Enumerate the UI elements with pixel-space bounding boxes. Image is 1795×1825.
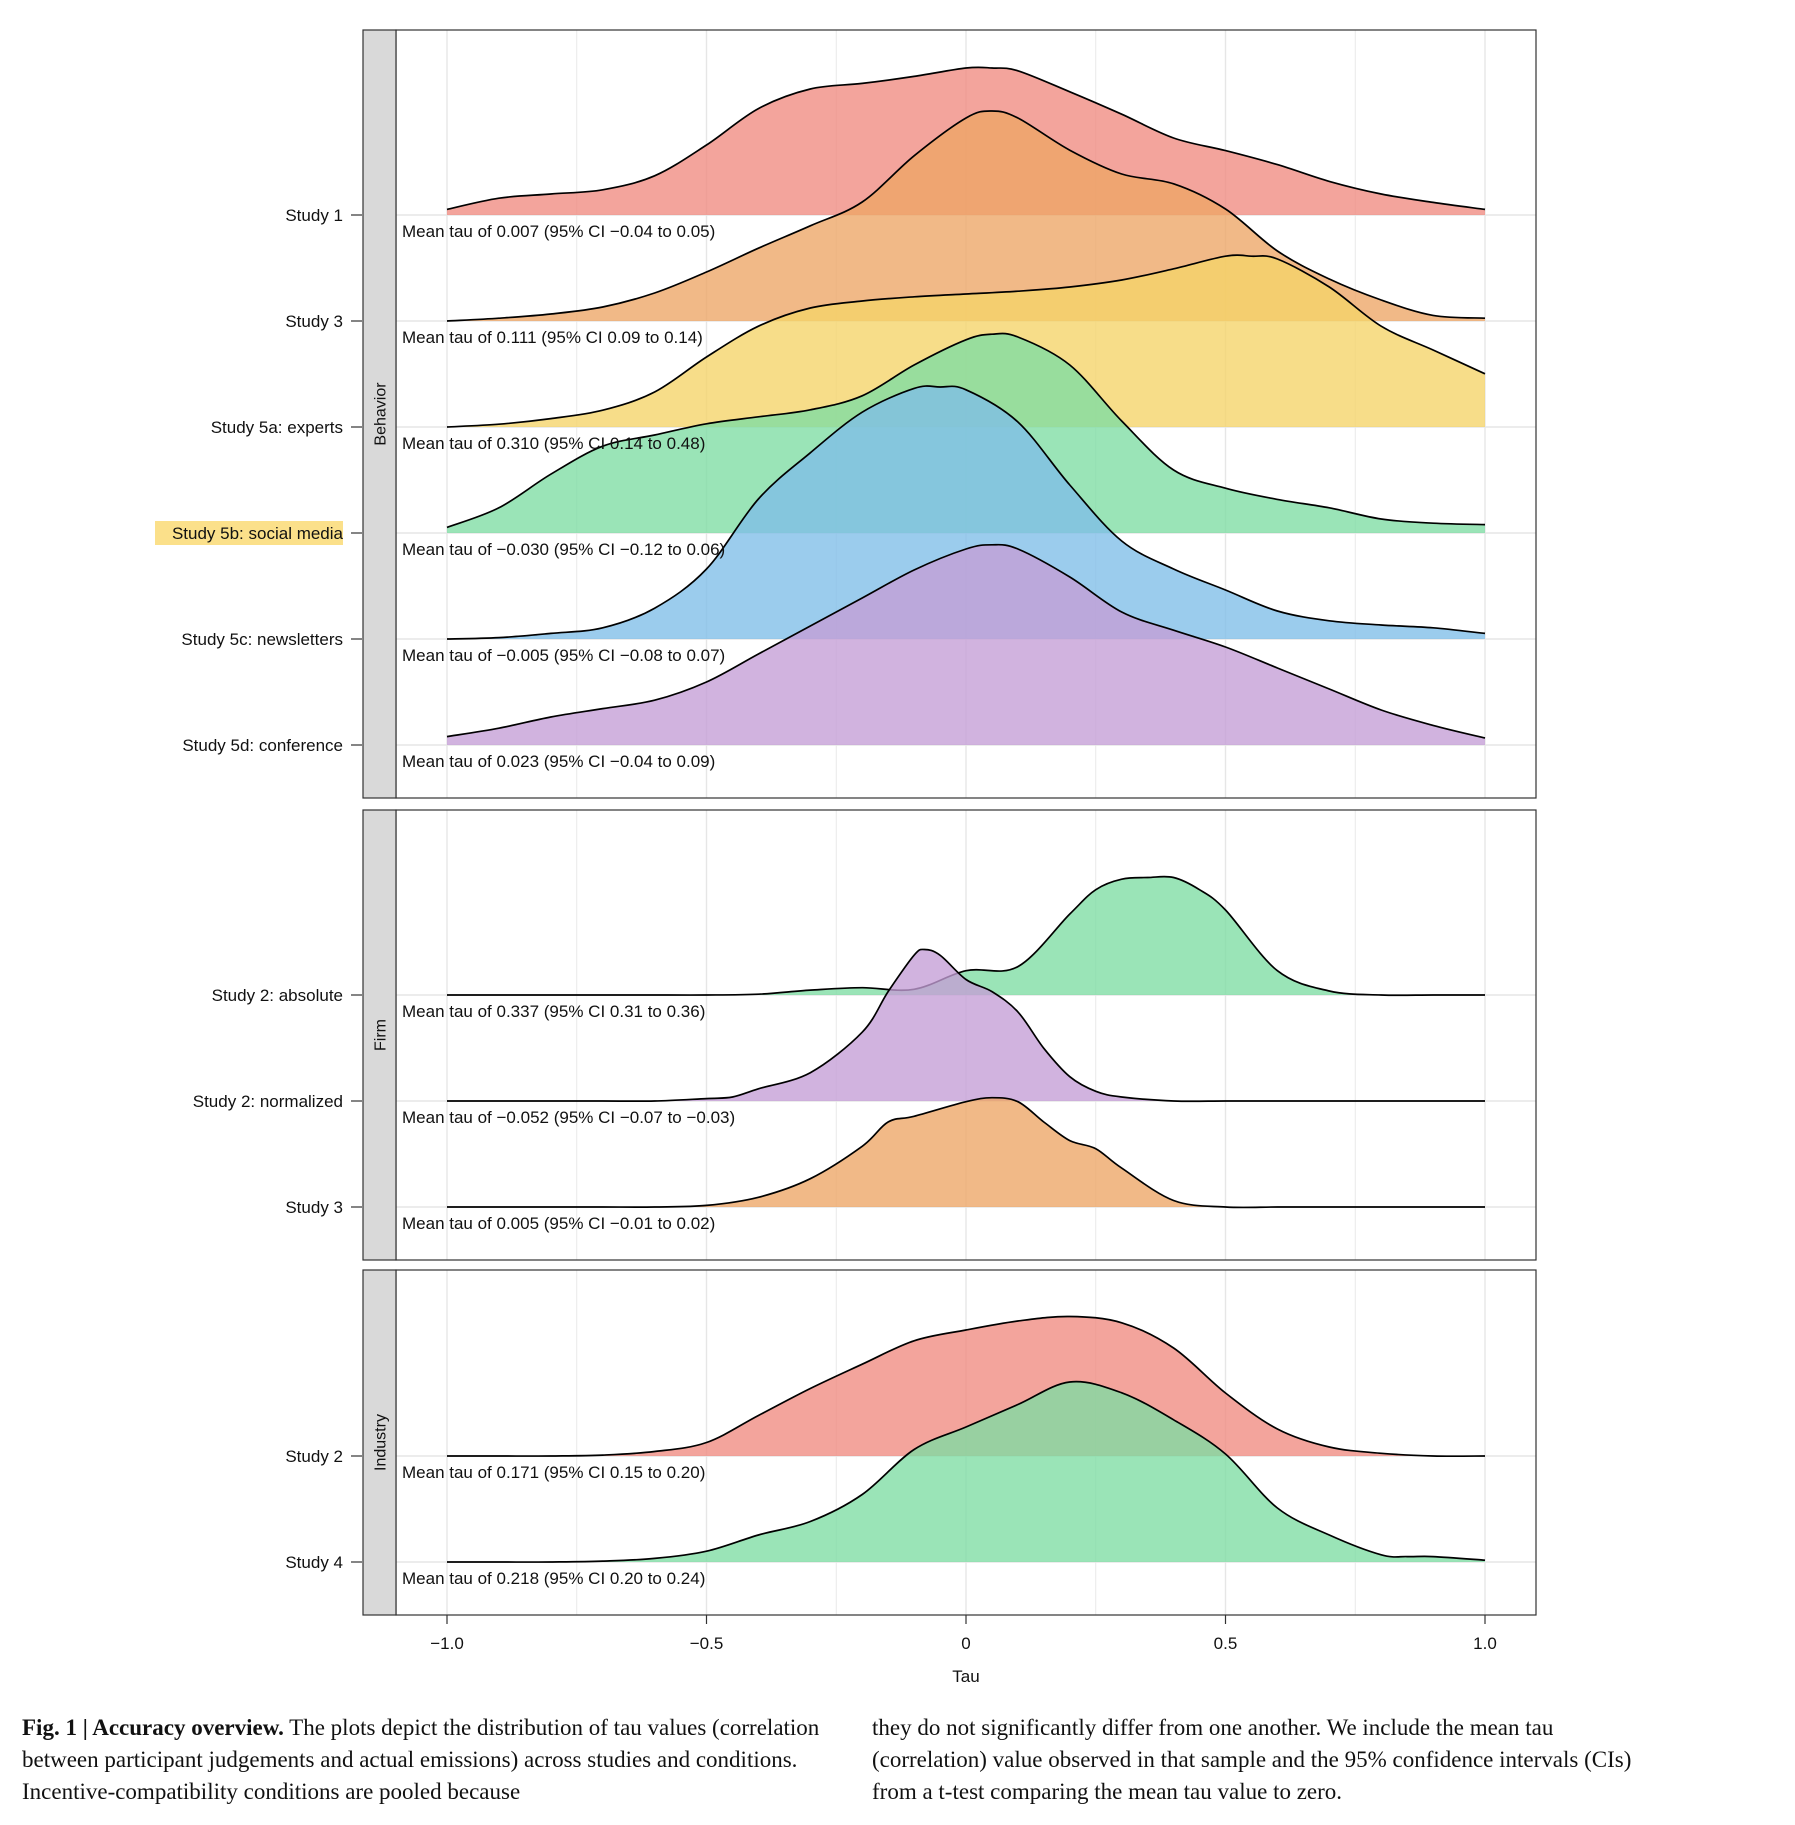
y-axis-label: Study 2 (285, 1447, 343, 1466)
density-line-study-2-normalized (447, 948, 1485, 1103)
density-fill-study-4 (447, 1381, 1485, 1563)
y-axis-label: Study 1 (285, 206, 343, 225)
ridgeline-chart: Mean tau of 0.007 (95% CI −0.04 to 0.05)… (155, 29, 1537, 1686)
y-axis-label: Study 3 (285, 312, 343, 331)
y-axis-label: Study 5c: newsletters (181, 630, 343, 649)
facet-strip (362, 809, 397, 1261)
mean-tau-annotation: Mean tau of 0.023 (95% CI −0.04 to 0.09) (402, 752, 715, 771)
density-line-study-5c-newsletters (446, 385, 1486, 640)
density-line-study-1 (446, 66, 1486, 211)
density-line-study-3 (447, 1096, 1485, 1209)
density-fill-study-2-absolute (447, 876, 1485, 996)
density-fill-study-2 (447, 1316, 1485, 1457)
facet-strip (362, 1269, 397, 1616)
y-axis-label: Study 3 (285, 1198, 343, 1217)
density-fill-study-3 (447, 1097, 1485, 1208)
x-axis-tick-label: 0.5 (1214, 1634, 1238, 1653)
mean-tau-annotation: Mean tau of −0.052 (95% CI −0.07 to −0.0… (402, 1108, 735, 1127)
panel-firm: Mean tau of 0.337 (95% CI 0.31 to 0.36) M… (193, 809, 1537, 1261)
mean-tau-annotation: Mean tau of 0.007 (95% CI −0.04 to 0.05) (402, 222, 715, 241)
x-axis-tick-label: −0.5 (690, 1634, 724, 1653)
y-axis-label: Study 5d: conference (182, 736, 343, 755)
panel-behavior: Mean tau of 0.007 (95% CI −0.04 to 0.05)… (155, 29, 1537, 799)
density-line-study-5d-conference (446, 543, 1486, 739)
density-fill-study-5d-conference (447, 544, 1485, 745)
mean-tau-annotation: Mean tau of 0.171 (95% CI 0.15 to 0.20) (402, 1463, 705, 1482)
density-line-study-2 (447, 1315, 1486, 1458)
density-line-study-4 (447, 1380, 1486, 1563)
density-fill-study-5c-newsletters (447, 386, 1485, 639)
mean-tau-annotation: Mean tau of −0.005 (95% CI −0.08 to 0.07… (402, 646, 725, 665)
facet-strip-label: Industry (373, 1414, 390, 1471)
y-axis-label: Study 5b: social media (172, 524, 344, 543)
figure-caption-left: Fig. 1 | Accuracy overview. The plots de… (22, 1712, 822, 1808)
facet-strip-label: Firm (373, 1019, 390, 1051)
caption-label: Fig. 1 | Accuracy overview. (22, 1715, 284, 1740)
y-axis-label: Study 2: normalized (193, 1092, 343, 1111)
density-line-study-5a-experts (446, 254, 1486, 428)
x-axis-tick-label: 0 (961, 1634, 970, 1653)
mean-tau-annotation: Mean tau of 0.310 (95% CI 0.14 to 0.48) (402, 434, 705, 453)
mean-tau-annotation: Mean tau of −0.030 (95% CI −0.12 to 0.06… (402, 540, 725, 559)
mean-tau-annotation: Mean tau of 0.337 (95% CI 0.31 to 0.36) (402, 1002, 705, 1021)
mean-tau-annotation: Mean tau of 0.218 (95% CI 0.20 to 0.24) (402, 1569, 705, 1588)
mean-tau-annotation: Mean tau of 0.005 (95% CI −0.01 to 0.02) (402, 1214, 715, 1233)
density-line-study-2-absolute (446, 875, 1485, 997)
x-axis-tick-label: 1.0 (1473, 1634, 1497, 1653)
x-axis-tick-label: −1.0 (430, 1634, 464, 1653)
x-axis-title: Tau (952, 1667, 979, 1686)
facet-strip (362, 29, 397, 799)
y-axis-label: Study 5a: experts (211, 418, 343, 437)
density-line-study-5b-social-media (446, 332, 1486, 529)
y-axis-label: Study 2: absolute (212, 986, 343, 1005)
label-highlight (155, 521, 343, 545)
panel-industry: Mean tau of 0.171 (95% CI 0.15 to 0.20) M… (285, 1269, 1537, 1616)
figure-caption-right: they do not significantly differ from on… (872, 1712, 1672, 1808)
caption-right-text: they do not significantly differ from on… (872, 1715, 1632, 1804)
mean-tau-annotation: Mean tau of 0.111 (95% CI 0.09 to 0.14) (402, 328, 703, 347)
caption-left-text: The plots depict the distribution of tau… (22, 1715, 820, 1804)
density-fill-study-2-normalized (447, 949, 1485, 1102)
y-axis-label: Study 4 (285, 1553, 343, 1572)
facet-strip-label: Behavior (373, 382, 390, 446)
density-line-study-3 (446, 110, 1486, 322)
